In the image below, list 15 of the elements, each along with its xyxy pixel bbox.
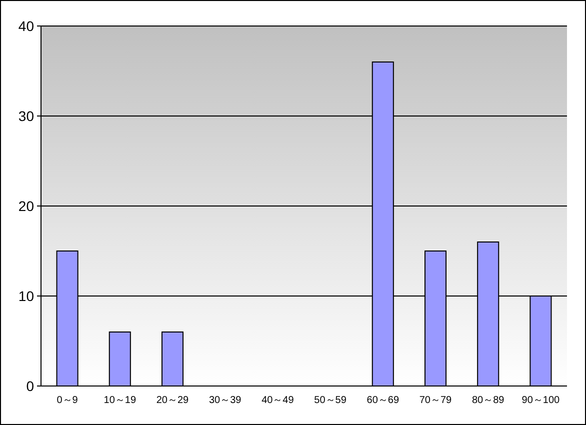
x-tick-label: 70～79 xyxy=(419,395,452,406)
x-tick-label: 60～69 xyxy=(366,395,400,406)
x-tick-label: 80～89 xyxy=(472,395,505,406)
x-tick-label: 50～59 xyxy=(314,395,347,406)
y-tick-label: 40 xyxy=(18,18,34,34)
x-tick-label: 20～29 xyxy=(156,395,190,406)
x-tick-label: 90～100 xyxy=(522,395,560,406)
y-tick-label: 20 xyxy=(18,198,34,214)
y-tick-label: 10 xyxy=(18,288,34,304)
x-tick-label: 0～9 xyxy=(56,395,78,406)
x-tick-label: 40～49 xyxy=(262,395,294,406)
x-tick-label: 10～19 xyxy=(104,395,136,406)
y-tick-label: 0 xyxy=(26,378,34,394)
x-tick-label: 30～39 xyxy=(208,395,242,406)
y-tick-label: 30 xyxy=(18,108,34,124)
